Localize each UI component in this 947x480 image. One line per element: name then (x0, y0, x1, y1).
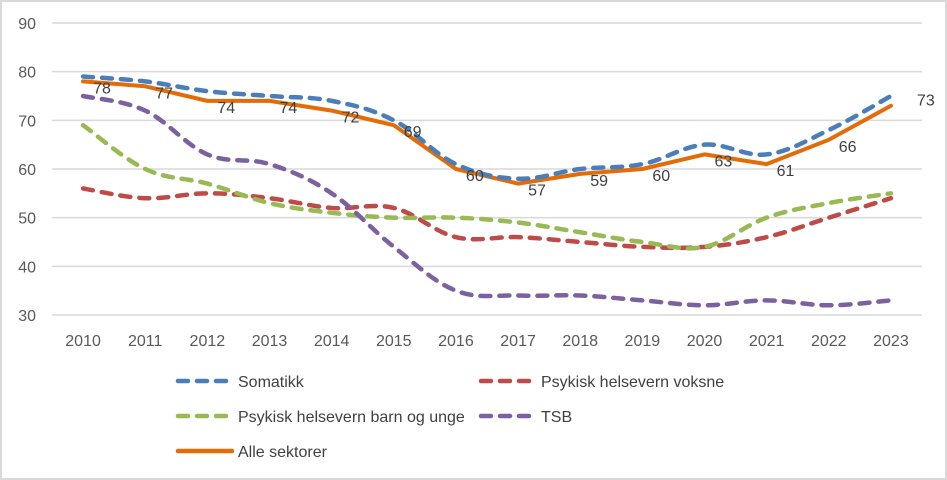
x-tick-label: 2019 (625, 333, 661, 350)
legend-label: Somatikk (238, 374, 305, 391)
data-label: 66 (839, 139, 857, 156)
data-labels: 78 77 74 74 72 69 60 57 59 60 63 61 66 73 (93, 80, 935, 199)
data-label: 59 (590, 173, 608, 190)
y-tick-label: 70 (18, 113, 36, 130)
x-tick-label: 2023 (873, 333, 909, 350)
y-tick-label: 60 (18, 162, 36, 179)
data-label: 60 (652, 168, 670, 185)
legend-label: TSB (541, 409, 572, 426)
x-tick-label: 2018 (562, 333, 598, 350)
y-tick-label: 80 (18, 65, 36, 82)
x-tick-label: 2013 (252, 333, 288, 350)
series-line-psykisk-helsevern-barn-og-unge (80, 122, 894, 251)
legend-item: TSB (478, 409, 572, 426)
y-tick-label: 90 (18, 16, 36, 33)
data-label: 69 (404, 124, 422, 141)
legend-item: Somatikk (175, 374, 305, 391)
legend-item: Alle sektorer (175, 444, 328, 461)
series-lines (80, 74, 894, 308)
x-tick-label: 2010 (65, 333, 101, 350)
data-label: 73 (917, 93, 935, 110)
x-axis-ticks: 2010 2011 2012 2013 2014 2015 2016 2017 2018 2019… (65, 333, 909, 350)
data-label: 78 (93, 80, 111, 97)
x-tick-label: 2021 (749, 333, 785, 350)
x-tick-label: 2014 (314, 333, 350, 350)
y-axis-ticks: 30 40 50 60 70 80 90 (18, 16, 36, 325)
x-tick-label: 2022 (811, 333, 847, 350)
x-tick-label: 2020 (687, 333, 723, 350)
data-label: 74 (280, 100, 298, 117)
legend-label: Psykisk helsevern barn og unge (238, 409, 465, 426)
data-label: 57 (528, 183, 546, 200)
data-label: 61 (777, 163, 795, 180)
y-tick-label: 50 (18, 211, 36, 228)
x-tick-label: 2015 (376, 333, 412, 350)
legend: Somatikk Psykisk helsevern voksne Psykisk … (175, 374, 724, 461)
data-label: 74 (217, 100, 235, 117)
x-tick-label: 2017 (500, 333, 536, 350)
legend-item: Psykisk helsevern barn og unge (175, 409, 465, 426)
series-line-psykisk-helsevern-voksne (80, 186, 894, 251)
data-label: 72 (342, 110, 360, 127)
x-tick-label: 2011 (128, 333, 163, 350)
series-line-somatikk (80, 74, 894, 181)
data-label: 77 (155, 85, 173, 102)
y-tick-label: 30 (18, 308, 36, 325)
y-tick-label: 40 (18, 259, 36, 276)
legend-label: Alle sektorer (238, 444, 328, 461)
x-tick-label: 2016 (438, 333, 474, 350)
series-line-tsb (80, 93, 894, 308)
data-label: 60 (466, 168, 484, 185)
gridlines (52, 22, 922, 316)
x-tick-label: 2012 (190, 333, 226, 350)
legend-item: Psykisk helsevern voksne (478, 374, 724, 391)
data-label: 63 (715, 153, 733, 170)
legend-label: Psykisk helsevern voksne (541, 374, 724, 391)
